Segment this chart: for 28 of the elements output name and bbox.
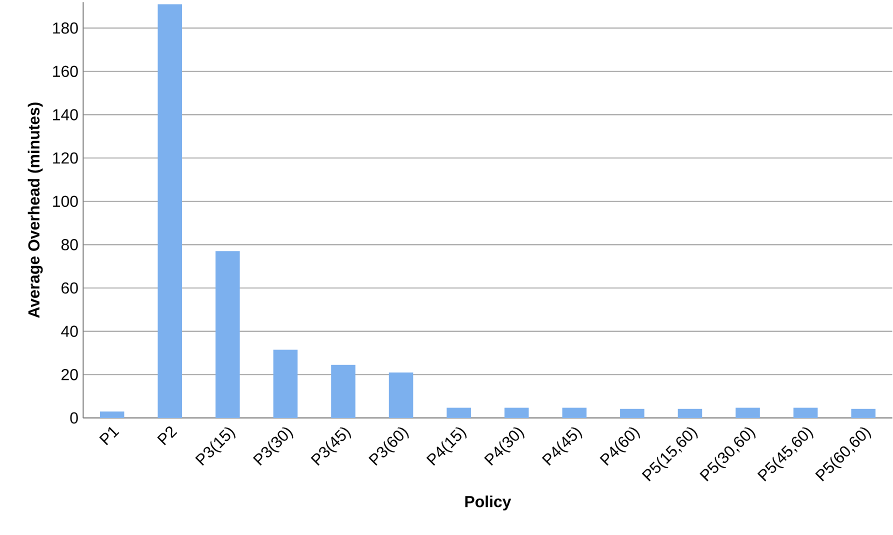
bar [216,251,240,418]
y-tick-label: 40 [61,326,78,337]
y-tick-label: 180 [53,22,78,34]
bar [100,411,124,418]
y-tick-label: 60 [62,282,78,294]
x-tick-label: P1 [99,426,120,446]
y-tick-label: 0 [70,412,78,424]
bar [446,408,471,418]
bar [158,4,182,418]
bar [504,408,529,418]
bar [388,372,414,418]
bar [331,364,356,418]
y-tick-label: 100 [53,196,78,207]
bar [562,408,587,418]
bar [620,408,644,418]
x-tick-label: P2 [157,426,178,446]
y-tick-label: 160 [53,66,78,77]
x-axis-title: Policy [465,496,512,510]
y-axis-title: Average Overhead (minutes) [28,102,43,318]
bar [678,408,702,418]
bar [736,408,760,418]
y-tick-label: 20 [62,368,78,380]
bar [793,408,818,418]
bar [851,408,876,418]
bar [273,350,298,418]
y-tick-label: 80 [61,238,78,250]
y-tick-label: 120 [53,152,78,164]
y-tick-label: 140 [53,109,78,120]
